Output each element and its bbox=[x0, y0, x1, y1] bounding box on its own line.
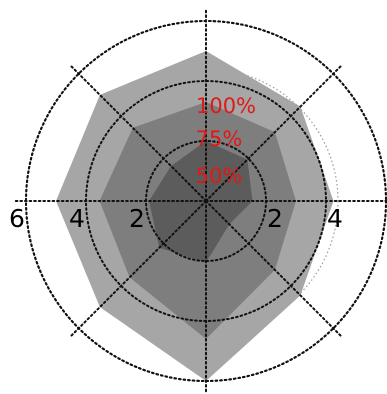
axis-spoke bbox=[68, 63, 207, 202]
level-labels: 100% 75% 50% bbox=[196, 94, 256, 188]
axis-spoke bbox=[205, 63, 344, 202]
tick-label: 4 bbox=[327, 204, 343, 233]
axis-spoke bbox=[205, 200, 344, 339]
axis-spoke bbox=[68, 200, 207, 339]
axis-layer bbox=[12, 7, 387, 394]
grid-ring-overlay bbox=[85, 80, 327, 322]
tick-label: 6 bbox=[9, 204, 25, 233]
tick-label: 2 bbox=[267, 204, 283, 233]
tick-label: 2 bbox=[129, 204, 145, 233]
level-label: 100% bbox=[196, 94, 256, 118]
series-layer bbox=[56, 51, 334, 381]
level-label: 75% bbox=[196, 127, 243, 151]
level-label: 50% bbox=[196, 164, 243, 188]
grid-ring-overlay bbox=[25, 20, 387, 382]
center-dot bbox=[203, 198, 209, 204]
grid-ring-minor bbox=[73, 68, 339, 334]
grid-ring-overlay bbox=[145, 140, 267, 262]
tick-labels: 224466 bbox=[9, 204, 343, 233]
tick-label: 4 bbox=[69, 204, 85, 233]
